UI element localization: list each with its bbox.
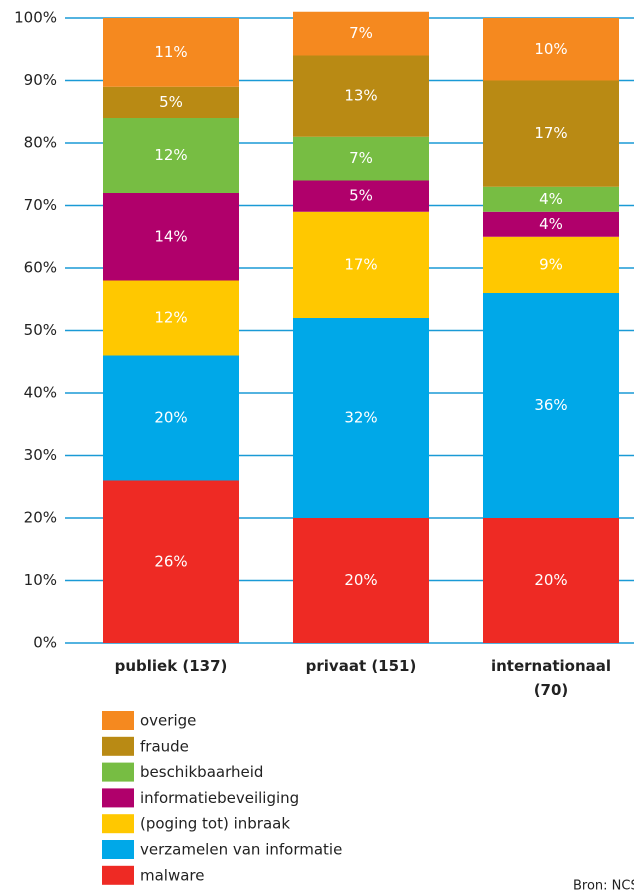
value-label: 5% bbox=[159, 93, 183, 111]
value-label: 26% bbox=[154, 552, 187, 570]
bar-segment bbox=[103, 480, 239, 643]
bar-segment bbox=[103, 118, 239, 193]
value-label: 13% bbox=[344, 87, 377, 105]
bar-segment bbox=[103, 86, 239, 118]
bar-segment bbox=[103, 355, 239, 481]
bar-segment bbox=[483, 293, 619, 518]
y-tick-label: 80% bbox=[24, 134, 57, 152]
y-tick-label: 20% bbox=[24, 509, 57, 527]
y-tick-label: 50% bbox=[24, 321, 57, 339]
value-label: 17% bbox=[534, 124, 567, 142]
value-label: 36% bbox=[534, 396, 567, 414]
bar-segment bbox=[293, 11, 429, 56]
bar-segment bbox=[483, 236, 619, 293]
legend-swatch bbox=[102, 814, 134, 834]
legend-label: malware bbox=[140, 866, 205, 884]
legend-swatch bbox=[102, 711, 134, 730]
bar-segment bbox=[483, 518, 619, 643]
bar-segment bbox=[293, 318, 429, 518]
value-label: 14% bbox=[154, 227, 187, 245]
value-label: 7% bbox=[349, 149, 373, 167]
value-label: 20% bbox=[344, 571, 377, 589]
y-tick-label: 60% bbox=[24, 259, 57, 277]
legend-label: verzamelen van informatie bbox=[140, 841, 342, 859]
value-label: 12% bbox=[154, 309, 187, 327]
y-tick-label: 90% bbox=[24, 71, 57, 89]
value-label: 20% bbox=[534, 571, 567, 589]
legend-label: informatiebeveiliging bbox=[140, 789, 299, 807]
legend-swatch bbox=[102, 788, 134, 808]
y-tick-label: 40% bbox=[24, 384, 57, 402]
value-label: 9% bbox=[539, 255, 563, 273]
legend-label: overige bbox=[140, 712, 196, 730]
bar-segment bbox=[103, 193, 239, 281]
value-label: 11% bbox=[154, 43, 187, 61]
x-tick-label: publiek (137) bbox=[114, 657, 228, 675]
bar-segment bbox=[483, 80, 619, 187]
bar-segment bbox=[293, 55, 429, 137]
value-label: 5% bbox=[349, 187, 373, 205]
value-label: 32% bbox=[344, 409, 377, 427]
legend-label: beschikbaarheid bbox=[140, 763, 263, 781]
bar-segment bbox=[103, 18, 239, 87]
value-label: 7% bbox=[349, 24, 373, 42]
bar-segment bbox=[293, 180, 429, 212]
value-label: 17% bbox=[344, 255, 377, 273]
legend-swatch bbox=[102, 840, 134, 859]
bar-segment bbox=[103, 280, 239, 356]
y-tick-label: 100% bbox=[14, 9, 57, 27]
y-tick-label: 0% bbox=[33, 634, 57, 652]
value-label: 20% bbox=[154, 409, 187, 427]
value-label: 10% bbox=[534, 40, 567, 58]
bar-segment bbox=[483, 18, 619, 81]
legend-swatch bbox=[102, 762, 134, 782]
x-tick-label: internationaal (70) bbox=[490, 657, 612, 699]
legend-label: (poging tot) inbraak bbox=[140, 815, 290, 833]
bar-segment bbox=[293, 211, 429, 318]
y-tick-label: 30% bbox=[24, 446, 57, 464]
bar-segment bbox=[293, 136, 429, 181]
value-label: 12% bbox=[154, 146, 187, 164]
value-label: 4% bbox=[539, 215, 563, 233]
y-tick-label: 10% bbox=[24, 571, 57, 589]
x-tick-label: privaat (151) bbox=[305, 657, 417, 675]
y-tick-label: 70% bbox=[24, 196, 57, 214]
bar-segment bbox=[483, 186, 619, 212]
legend-label: fraude bbox=[140, 737, 189, 755]
bar-segment bbox=[483, 211, 619, 237]
bar-segment bbox=[293, 518, 429, 643]
legend-swatch bbox=[102, 736, 134, 756]
source: Bron: NCSC bbox=[573, 879, 634, 894]
legend-swatch bbox=[102, 865, 134, 885]
value-label: 4% bbox=[539, 190, 563, 208]
